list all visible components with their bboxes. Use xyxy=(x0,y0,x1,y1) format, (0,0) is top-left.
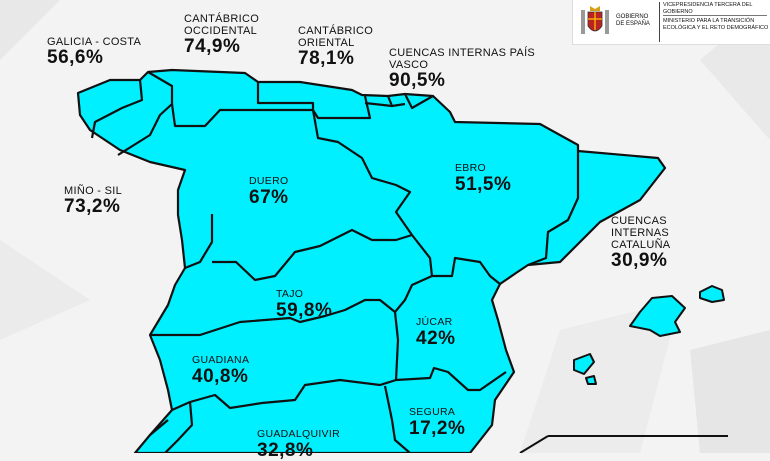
basin-name: TAJO xyxy=(276,288,304,300)
basin-label-cantabrico-occidental: CANTÁBRICO OCCIDENTAL 74,9% xyxy=(184,13,264,58)
basin-name: SEGURA xyxy=(409,406,456,418)
basin-name: EBRO xyxy=(455,162,486,174)
government-name: GOBIERNO DE ESPAÑA xyxy=(616,14,650,28)
formentera-shape xyxy=(585,375,597,385)
basin-name: CANTÁBRICO OCCIDENTAL xyxy=(184,13,260,38)
basin-label-guadiana: GUADIANA 40,8% xyxy=(192,354,250,387)
basin-value: 17,2% xyxy=(409,417,466,439)
basin-value: 67% xyxy=(249,186,289,208)
basin-name: CUENCAS INTERNAS PAÍS VASCO xyxy=(389,47,536,72)
basin-label-jucar: JÚCAR 42% xyxy=(416,316,456,349)
basin-value: 42% xyxy=(416,327,456,349)
peninsula-outline xyxy=(76,68,667,453)
basin-label-cantabrico-oriental: CANTÁBRICO ORIENTAL 78,1% xyxy=(298,25,378,70)
basin-value: 56,6% xyxy=(47,47,104,69)
basin-label-cataluna: CUENCAS INTERNAS CATALUÑA 30,9% xyxy=(611,215,721,272)
basin-name: CUENCAS INTERNAS CATALUÑA xyxy=(611,215,671,252)
mallorca-shape xyxy=(629,295,686,337)
basin-label-duero: DUERO 67% xyxy=(249,175,289,208)
basin-label-mino-sil: MIÑO - SIL 73,2% xyxy=(64,185,122,218)
basin-label-galicia-costa: GALICIA - COSTA 56,6% xyxy=(47,36,141,69)
basin-name: DUERO xyxy=(249,175,289,187)
basin-value: 32,8% xyxy=(257,439,314,461)
basin-label-segura: SEGURA 17,2% xyxy=(409,406,466,439)
basin-label-tajo: TAJO 59,8% xyxy=(276,288,333,321)
basin-value: 59,8% xyxy=(276,299,333,321)
header-separator xyxy=(663,15,767,16)
basin-name: GUADALQUIVIR xyxy=(257,428,340,440)
basin-name: GUADIANA xyxy=(192,354,250,366)
basin-label-pais-vasco: CUENCAS INTERNAS PAÍS VASCO 90,5% xyxy=(389,47,569,92)
menorca-shape xyxy=(699,285,725,303)
basin-value: 73,2% xyxy=(64,196,121,218)
basin-label-guadalquivir: GUADALQUIVIR 32,8% xyxy=(257,428,340,461)
basin-name: JÚCAR xyxy=(416,316,453,328)
vicepresidency-name: VICEPRESIDENCIA TERCERA DEL GOBIERNO xyxy=(663,2,753,15)
basin-name: CANTÁBRICO ORIENTAL xyxy=(298,25,374,50)
basin-value: 51,5% xyxy=(455,173,512,195)
coat-of-arms-icon xyxy=(581,6,609,34)
basin-value: 40,8% xyxy=(192,365,249,387)
ibiza-shape xyxy=(573,353,595,375)
basin-name: MIÑO - SIL xyxy=(64,185,123,197)
basin-value: 78,1% xyxy=(298,48,355,70)
basin-name: GALICIA - COSTA xyxy=(47,36,142,48)
government-header: GOBIERNO DE ESPAÑA VICEPRESIDENCIA TERCE… xyxy=(572,0,770,45)
basin-value: 90,5% xyxy=(389,70,446,92)
header-divider xyxy=(659,2,660,42)
basin-label-ebro: EBRO 51,5% xyxy=(455,162,512,195)
ministry-name: MINISTERIO PARA LA TRANSICIÓN ECOLÓGICA … xyxy=(663,18,769,31)
basin-value: 30,9% xyxy=(611,250,668,272)
basin-value: 74,9% xyxy=(184,36,241,58)
